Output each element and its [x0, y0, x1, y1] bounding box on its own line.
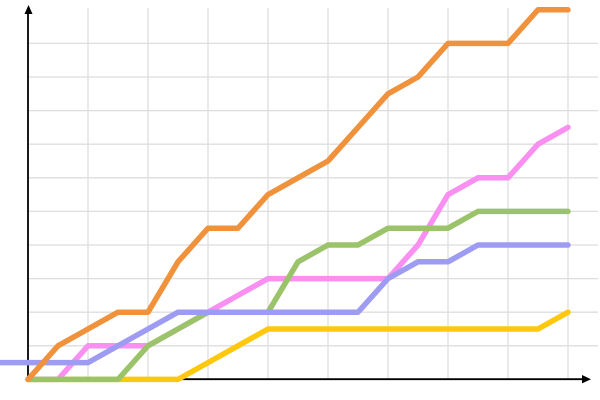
series-pink-line	[25, 124, 571, 383]
y-axis-arrowhead-icon	[24, 5, 33, 14]
series-blue-line	[0, 242, 571, 366]
series-green-line	[25, 208, 571, 383]
series-orange-line	[25, 7, 571, 383]
x-axis-arrowhead-icon	[582, 375, 591, 384]
